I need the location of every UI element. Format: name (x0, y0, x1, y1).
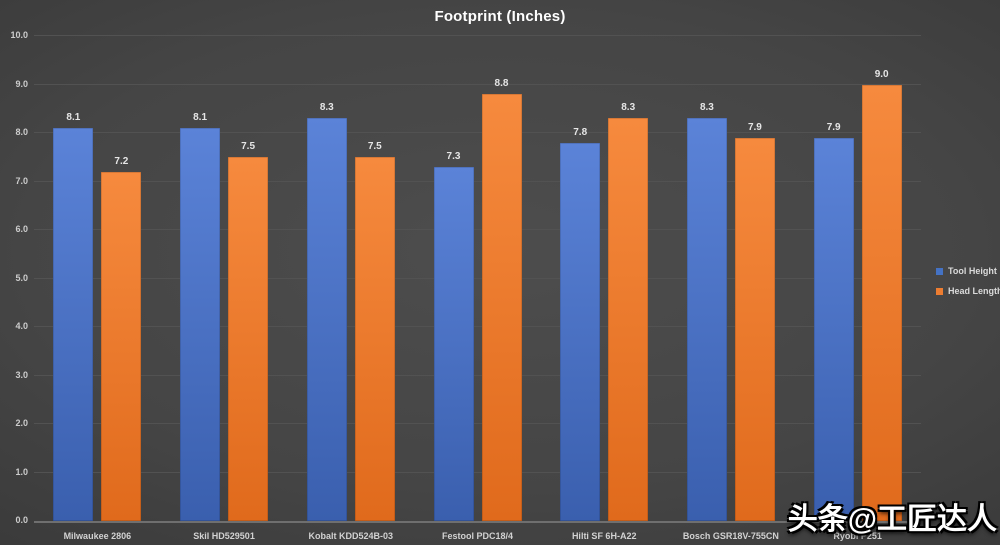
bar-tool-height (180, 128, 221, 521)
bar-value-label: 9.0 (874, 68, 889, 80)
bar-value-label: 8.1 (66, 112, 81, 124)
legend-item: Head Length (936, 286, 1000, 296)
bar-tool-height (686, 118, 727, 521)
bar-head-length (734, 137, 775, 521)
bar-head-length (228, 157, 269, 521)
y-tick-label: 3.0 (15, 369, 28, 380)
y-tick-label: 10.0 (10, 30, 28, 40)
chart-title: Footprint (Inches) (434, 8, 566, 25)
bar-value-label: 8.3 (319, 102, 334, 114)
y-tick-label: 0.0 (15, 515, 28, 525)
gridline (34, 35, 921, 36)
bar-head-length (608, 118, 649, 521)
x-category-label: Skil HD529501 (193, 531, 255, 541)
gridline (34, 374, 921, 376)
legend-label: Head Length (948, 286, 1000, 296)
x-category-label: Festool PDC18/4 (441, 531, 514, 541)
y-tick-label: 2.0 (15, 418, 28, 428)
gridline (34, 326, 921, 327)
bar-value-label: 7.3 (446, 150, 461, 162)
bar-head-length (101, 171, 142, 521)
y-tick-label: 9.0 (15, 78, 28, 89)
gridline (34, 423, 921, 424)
bar-head-length (354, 157, 395, 521)
bar-tool-height (433, 166, 474, 521)
gridline (34, 277, 921, 279)
gridline (34, 229, 921, 230)
x-category-label: Milwaukee 2806 (63, 531, 132, 541)
x-category-label: Bosch GSR18V-755CN (682, 531, 779, 541)
y-tick-label: 5.0 (15, 272, 28, 283)
x-category-label: Ryobi P251 (833, 531, 882, 541)
bar-value-label: 7.9 (747, 121, 762, 133)
bar-tool-height (306, 118, 347, 521)
x-category-label: Hilti SF 6H-A22 (571, 531, 637, 541)
y-tick-label: 1.0 (15, 466, 28, 477)
legend-swatch-icon (936, 287, 943, 295)
bar-head-length (861, 84, 902, 521)
legend-swatch-icon (936, 267, 943, 275)
bar-value-label: 8.1 (193, 112, 208, 124)
x-category-label: Kobalt KDD524B-03 (308, 531, 394, 541)
bar-value-label: 8.3 (621, 102, 636, 114)
bar-value-label: 7.5 (241, 141, 256, 153)
watermark: 头条@工匠达人 (787, 503, 997, 536)
bar-value-label: 8.3 (699, 102, 714, 114)
bar-value-label: 7.8 (573, 126, 588, 138)
bar-tool-height (813, 137, 854, 521)
bar-value-label: 7.2 (114, 155, 129, 167)
bar-value-label: 7.9 (826, 121, 841, 133)
gridline (34, 83, 921, 85)
bar-tool-height (53, 128, 94, 521)
bar-head-length (481, 94, 522, 521)
y-tick-label: 8.0 (15, 127, 28, 137)
y-tick-label: 6.0 (15, 224, 28, 234)
plot-area: 0.0 1.0 2.0 3.0 4.0 5.0 6.0 7.0 8.0 9.0 10.0 8.1 7.2… (10, 30, 921, 541)
legend-label: Tool Height (948, 266, 997, 276)
gridline (34, 132, 921, 133)
y-tick-label: 7.0 (15, 175, 28, 186)
bar-value-label: 8.8 (494, 78, 509, 90)
gridline (34, 471, 921, 473)
y-tick-label: 4.0 (15, 321, 28, 331)
legend-item: Tool Height (936, 266, 1000, 276)
bar-value-label: 7.5 (367, 141, 382, 153)
legend: Tool Height Head Length (936, 266, 1000, 306)
bar-tool-height (560, 142, 601, 521)
gridline (34, 180, 921, 182)
